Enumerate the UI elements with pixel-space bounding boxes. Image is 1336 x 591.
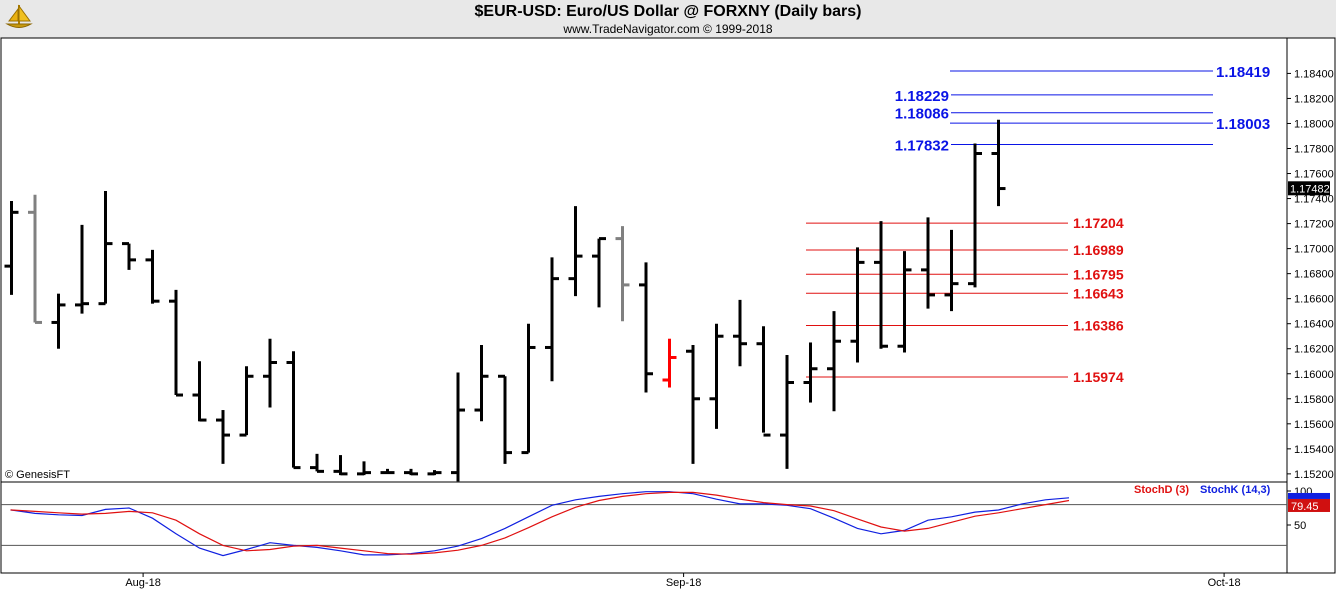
price-bars	[4, 119, 1006, 482]
sailboat-logo-icon	[4, 3, 34, 33]
stoch-legend-label: StochD (3)	[1134, 484, 1189, 496]
ohlc-bar	[662, 338, 677, 388]
ohlc-bar	[521, 323, 536, 455]
price-tick-label: 1.17200	[1294, 219, 1334, 231]
ohlc-bar	[874, 221, 888, 349]
resistance-level-label: 1.17832	[895, 137, 949, 154]
support-level-label: 1.16643	[1073, 285, 1124, 301]
price-axis-frame	[1286, 37, 1336, 574]
price-panel-frame	[0, 37, 1288, 483]
ohlc-bar	[169, 289, 183, 397]
ohlc-bar	[192, 361, 207, 422]
support-level-label: 1.15974	[1073, 369, 1124, 385]
date-tick-label: Aug-18	[125, 577, 160, 589]
ohlc-bar	[380, 468, 395, 475]
chart-title: $EUR-USD: Euro/US Dollar @ FORXNY (Daily…	[474, 3, 862, 20]
ohlc-bar	[756, 326, 771, 437]
ohlc-bar	[968, 143, 982, 288]
ohlc-bar	[310, 453, 324, 473]
ohlc-bar	[404, 468, 418, 476]
ohlc-bar	[780, 354, 794, 469]
support-level-label: 1.16386	[1073, 317, 1124, 333]
ohlc-bar	[51, 293, 66, 349]
support-level-label: 1.17204	[1073, 215, 1124, 231]
chart-subtitle: www.TradeNavigator.com © 1999-2018	[563, 22, 773, 36]
resistance-level-label: 1.18419	[1216, 64, 1270, 81]
stoch-k-badge	[1288, 492, 1330, 499]
ohlc-bar	[122, 242, 136, 270]
ohlc-bar	[827, 311, 841, 412]
stochD-line	[10, 491, 1070, 555]
watermark: © GenesisFT	[5, 469, 70, 481]
ohlc-bar	[263, 338, 277, 408]
price-tick-label: 1.17600	[1294, 169, 1334, 181]
ohlc-bar	[592, 237, 606, 308]
stoch-legend-label: StochK (14,3)	[1200, 484, 1271, 496]
price-tick-label: 1.18200	[1294, 93, 1334, 105]
last-price-marker: 1.17482	[1288, 181, 1330, 196]
stoch-last-badge	[1288, 498, 1330, 512]
price-tick-label: 1.15400	[1294, 444, 1334, 456]
stochK-line	[10, 491, 1070, 557]
ohlc-bar	[991, 119, 1006, 207]
ohlc-bar	[474, 344, 489, 422]
ohlc-bar	[145, 249, 160, 304]
ohlc-bar	[897, 251, 912, 353]
date-tick-label: Sep-18	[666, 577, 701, 589]
ohlc-bar	[98, 191, 113, 306]
price-tick-label: 1.16600	[1294, 294, 1334, 306]
support-level-label: 1.16989	[1073, 242, 1124, 258]
stoch-last-value: 79.45	[1291, 501, 1319, 513]
price-tick-label: 1.18000	[1294, 118, 1334, 130]
price-tick-label: 1.16400	[1294, 319, 1334, 331]
ohlc-bar	[75, 224, 89, 314]
resistance-level-label: 1.18003	[1216, 116, 1270, 133]
chart-header	[0, 0, 1336, 38]
ohlc-bar	[615, 226, 630, 322]
price-axis: 1.18400 1.18200 1.18000 1.17800 1.17600 1.174…	[1287, 68, 1334, 481]
price-tick-label: 1.17000	[1294, 244, 1334, 256]
ohlc-bar	[427, 470, 442, 476]
date-tick-label: Oct-18	[1208, 577, 1241, 589]
ohlc-bar	[568, 206, 583, 297]
stoch-tick-label: 50	[1294, 520, 1306, 532]
ohlc-bar	[639, 262, 653, 393]
ohlc-bar	[686, 344, 700, 464]
price-tick-label: 1.16000	[1294, 369, 1334, 381]
ohlc-bar	[28, 194, 42, 324]
ohlc-bar	[709, 323, 724, 429]
ohlc-bar	[921, 217, 935, 309]
price-tick-label: 1.16800	[1294, 269, 1334, 281]
ohlc-bar	[357, 461, 371, 476]
date-axis: Aug-18 Sep-18 Oct-18	[125, 573, 1241, 589]
ohlc-bar	[850, 247, 865, 363]
ohlc-bar	[803, 342, 818, 403]
price-tick-label: 1.18400	[1294, 68, 1334, 80]
resistance-level-label: 1.18229	[895, 88, 949, 105]
support-level-label: 1.16795	[1073, 266, 1124, 282]
ohlc-bar	[4, 201, 19, 295]
last-price-badge	[1288, 181, 1330, 196]
price-tick-label: 1.15600	[1294, 419, 1334, 431]
ohlc-bar	[498, 374, 512, 464]
last-price-label: 1.17482	[1290, 183, 1330, 195]
ohlc-bar	[216, 410, 230, 464]
ohlc-bar	[333, 455, 348, 476]
price-tick-label: 1.16200	[1294, 344, 1334, 356]
resistance-level-label: 1.18086	[895, 106, 949, 123]
ohlc-bar	[944, 229, 959, 312]
ohlc-bar	[451, 372, 465, 482]
ohlc-bar	[733, 299, 747, 367]
price-tick-label: 1.17800	[1294, 143, 1334, 155]
price-tick-label: 1.17400	[1294, 194, 1334, 206]
ohlc-bar	[545, 257, 559, 382]
price-tick-label: 1.15800	[1294, 394, 1334, 406]
ohlc-bar	[286, 351, 301, 470]
price-tick-label: 1.15200	[1294, 469, 1334, 481]
stochastic-panel-frame	[0, 481, 1288, 574]
ohlc-bar	[239, 366, 254, 437]
